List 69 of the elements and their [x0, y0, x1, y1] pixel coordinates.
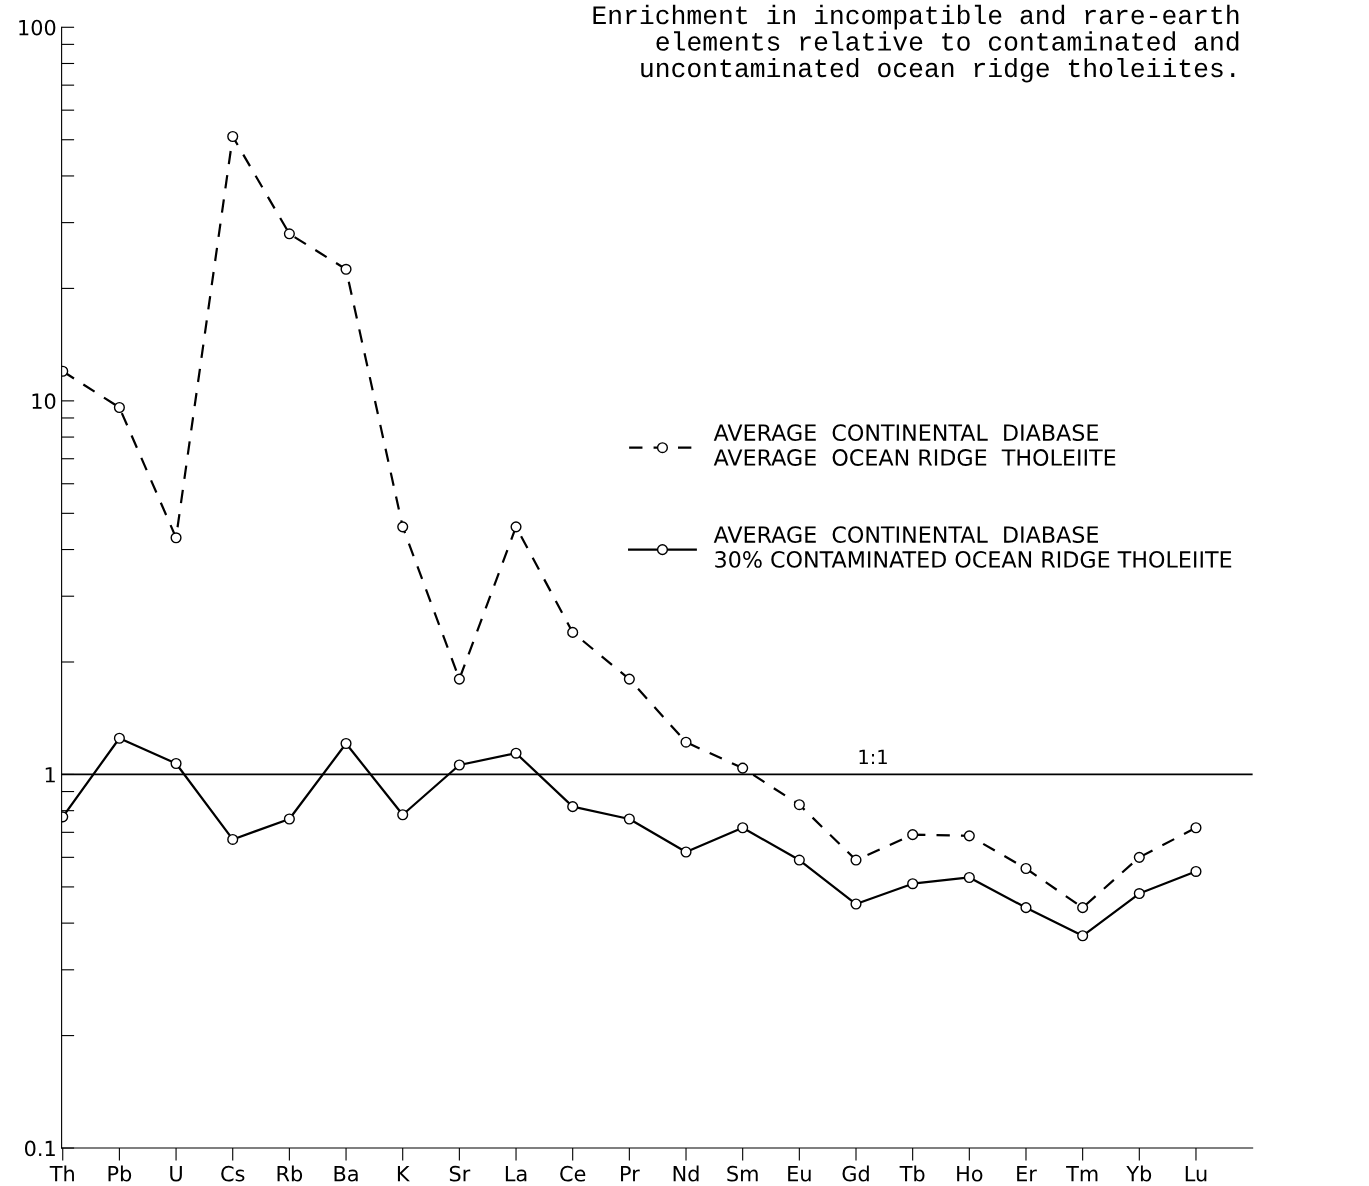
x-tick-label: Yb: [1126, 1165, 1152, 1182]
point: [227, 130, 239, 143]
point: [170, 532, 182, 544]
y-tick-label: 100: [19, 19, 56, 36]
x-tick-label: Ho: [957, 1166, 983, 1182]
point: [283, 813, 295, 825]
point: [1133, 851, 1145, 863]
x-tick-label: Nd: [673, 1165, 699, 1182]
x-tick-label: Lu: [1185, 1166, 1207, 1182]
x-tick-label: Tm: [1066, 1166, 1098, 1182]
point: [1020, 902, 1032, 914]
x-tick-label: Rb: [277, 1165, 303, 1182]
point: [963, 830, 975, 842]
point: [1077, 930, 1089, 942]
point: [737, 822, 749, 834]
point: [453, 759, 465, 771]
point: [1133, 887, 1145, 900]
point: [963, 871, 975, 884]
point: [397, 521, 409, 533]
point: [340, 737, 352, 750]
y-tick-label: 10: [32, 393, 56, 410]
point: [907, 829, 919, 841]
point: [397, 809, 409, 821]
point: [1190, 865, 1202, 878]
chart-title: Enrichment in incompatible and rare-earth elements relative to contaminated and uncontaminated ocean ridge tholeiites.: [593, 4, 1239, 83]
legend-label: AVERAGE CONTINENTAL DIABASE AVERAGE OCEAN RIDGE THOLEIITE: [713, 424, 1116, 466]
x-tick-label: Th: [49, 1165, 74, 1182]
point: [623, 813, 635, 825]
point: [567, 626, 579, 638]
point: [850, 898, 862, 910]
x-tick-label: Sr: [449, 1165, 471, 1182]
point: [793, 799, 805, 811]
x-tick-label: Pb: [108, 1165, 132, 1182]
point: [113, 401, 125, 414]
point: [510, 521, 522, 533]
x-tick-label: Cs: [221, 1165, 245, 1182]
point: [283, 228, 295, 240]
x-tick-label: Er: [1017, 1166, 1037, 1182]
point: [680, 846, 692, 858]
x-tick-label: U: [170, 1166, 182, 1182]
x-tick-label: Tb: [899, 1165, 925, 1182]
point: [1077, 902, 1089, 914]
x-tick-label: Ba: [334, 1166, 358, 1182]
point: [453, 673, 465, 685]
x-tick-label: Sm: [727, 1165, 758, 1182]
point: [1020, 862, 1032, 875]
x-tick-label: Pr: [621, 1166, 640, 1182]
point: [680, 736, 692, 748]
point: [227, 833, 239, 845]
x-tick-label: La: [505, 1166, 527, 1182]
point: [907, 878, 919, 890]
point: [113, 732, 125, 744]
x-tick-label: Eu: [788, 1166, 811, 1182]
legend-label: AVERAGE CONTINENTAL DIABASE 30% CONTAMINATED OCEAN RIDGE THOLEIITE: [713, 526, 1232, 568]
point: [850, 854, 862, 866]
x-tick-label: Gd: [842, 1165, 869, 1182]
y-tick-label: 1: [45, 767, 55, 783]
point: [170, 757, 182, 770]
point: [510, 747, 522, 759]
point: [340, 263, 352, 275]
point: [793, 854, 805, 866]
y-tick-label: 0.1: [24, 1140, 55, 1157]
point: [567, 801, 579, 813]
point: [1190, 822, 1202, 834]
point: [737, 762, 749, 774]
x-tick-label: K: [397, 1166, 410, 1182]
ref-line-label: 1:1: [859, 749, 887, 765]
x-tick-label: Ce: [560, 1165, 586, 1182]
point: [623, 673, 635, 685]
